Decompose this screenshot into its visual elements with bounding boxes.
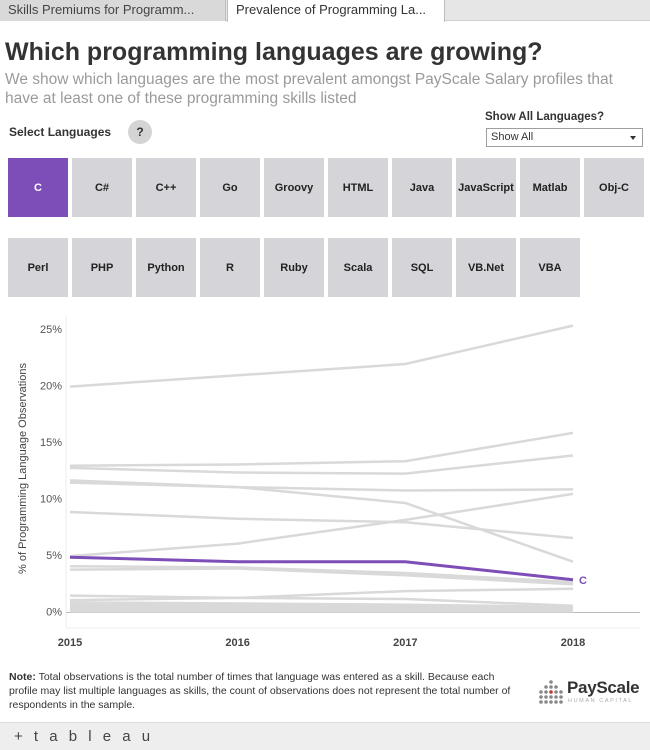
language-button-c[interactable]: C [8, 158, 68, 217]
y-tick-label: 15% [40, 437, 62, 449]
language-button-python[interactable]: Python [136, 238, 196, 297]
language-button-javascript[interactable]: JavaScript [456, 158, 516, 217]
help-button[interactable]: ? [128, 120, 152, 144]
language-button-java[interactable]: Java [392, 158, 452, 217]
series-line-3 [69, 454, 574, 475]
language-button-html[interactable]: HTML [328, 158, 388, 217]
language-button-scala[interactable]: Scala [328, 238, 388, 297]
show-all-label: Show All Languages? [485, 111, 605, 123]
note-text: Total observations is the total number o… [9, 671, 511, 711]
x-tick-label: 2018 [561, 637, 585, 649]
x-tick-label: 2015 [58, 637, 82, 649]
page-title: Which programming languages are growing? [5, 38, 543, 66]
series-line-c [69, 555, 574, 582]
language-button-matlab[interactable]: Matlab [520, 158, 580, 217]
series-line-5 [69, 481, 574, 492]
chevron-down-icon [630, 136, 636, 140]
payscale-logo-text: PayScale [567, 678, 640, 697]
y-tick-label: 20% [40, 380, 62, 392]
language-button-c-[interactable]: C++ [136, 158, 196, 217]
series-line-7 [69, 492, 574, 558]
payscale-tagline: HUMAN CAPITAL [568, 698, 634, 704]
series-line-10 [69, 594, 574, 608]
y-tick-label: 25% [40, 324, 62, 336]
show-all-dropdown[interactable]: Show All [486, 128, 643, 147]
y-tick-label: 10% [40, 493, 62, 505]
y-tick-label: 5% [46, 550, 62, 562]
series-line-11 [69, 587, 574, 602]
language-button-obj-c[interactable]: Obj-C [584, 158, 644, 217]
language-button-vba[interactable]: VBA [520, 238, 580, 297]
series-end-label: C [579, 575, 587, 587]
x-tick-label: 2017 [393, 637, 417, 649]
language-button-php[interactable]: PHP [72, 238, 132, 297]
payscale-dots-icon [539, 680, 563, 704]
select-languages-label: Select Languages [9, 125, 112, 139]
series-line-12 [69, 601, 574, 609]
language-button-go[interactable]: Go [200, 158, 260, 217]
tab-bar: Skills Premiums for Programm... Prevalen… [0, 0, 650, 22]
series-line-9 [69, 567, 574, 586]
language-button-groovy[interactable]: Groovy [264, 158, 324, 217]
language-button-c-[interactable]: C# [72, 158, 132, 217]
y-axis-title: % of Programming Language Observations [17, 363, 29, 574]
tableau-logo[interactable]: + t a b l e a u [14, 728, 154, 745]
language-button-r[interactable]: R [200, 238, 260, 297]
series-line-6 [69, 510, 574, 540]
series-line-8 [69, 564, 574, 584]
language-button-sql[interactable]: SQL [392, 238, 452, 297]
note-label: Note: [9, 671, 36, 683]
language-button-ruby[interactable]: Ruby [264, 238, 324, 297]
language-button-perl[interactable]: Perl [8, 238, 68, 297]
tableau-footer: + t a b l e a u [0, 722, 650, 750]
line-chart: 0% 5% 10% 15% 20% 25% 2015 2016 2017 2018 % of Pro… [17, 315, 640, 649]
tab-prevalence[interactable]: Prevalence of Programming La... [227, 0, 445, 22]
tab-skills-premiums[interactable]: Skills Premiums for Programm... [0, 0, 226, 21]
footnote: Note: Total observations is the total nu… [9, 670, 514, 712]
show-all-value: Show All [491, 131, 534, 143]
language-button-vb-net[interactable]: VB.Net [456, 238, 516, 297]
page-subtitle: We show which languages are the most pre… [5, 71, 613, 107]
series-line-1 [69, 324, 574, 388]
x-tick-label: 2016 [225, 637, 249, 649]
payscale-logo: PayScale HUMAN CAPITAL [537, 676, 645, 708]
series-line-2 [69, 431, 574, 467]
y-tick-label: 0% [46, 606, 62, 618]
